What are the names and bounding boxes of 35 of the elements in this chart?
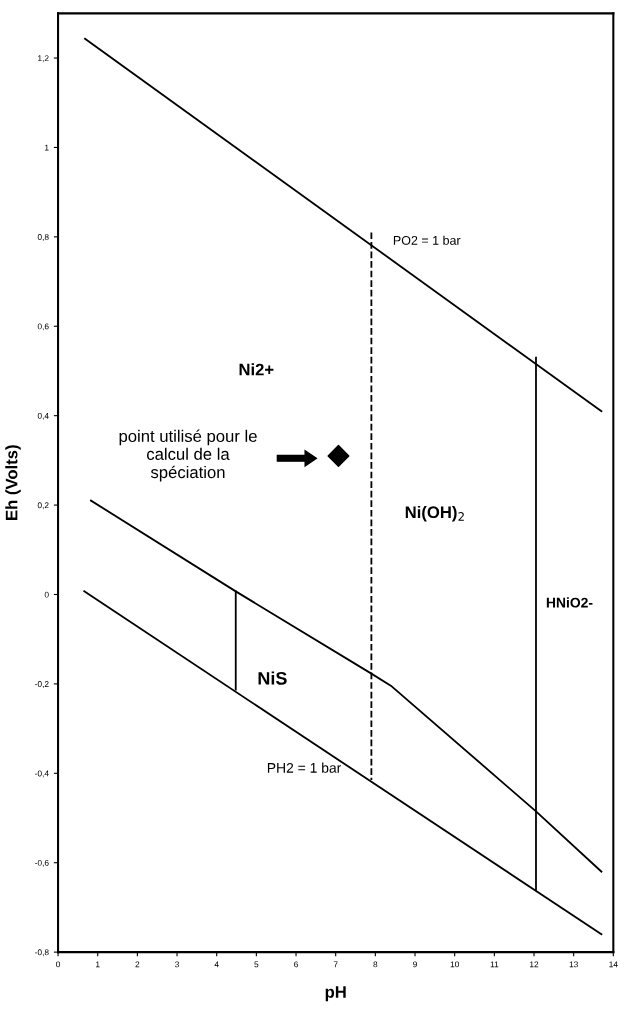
x-tick-label: 3 [175, 961, 179, 968]
x-tick-label: 9 [413, 961, 417, 968]
x-tick-label: 14 [609, 961, 618, 968]
annotation: NiS [258, 671, 287, 685]
y-tick-label: -0,6 [35, 859, 49, 867]
y-tick-label: -0,8 [35, 949, 49, 957]
y-tick-label: 1,2 [38, 55, 49, 63]
y-tick-label: 0,6 [37, 323, 49, 331]
x-tick-label: 10 [450, 961, 459, 968]
y-tick-label: 1 [45, 144, 49, 151]
y-tick-label: -0,2 [35, 681, 49, 688]
x-axis-title: pH [325, 986, 346, 1002]
x-tick-label: 7 [333, 961, 338, 968]
x-tick-label: 13 [569, 961, 578, 968]
x-tick-label: 2 [135, 961, 140, 968]
x-tick-label: 4 [214, 961, 219, 968]
annotation: HNiO2- [546, 597, 593, 608]
y-tick-label: 0,4 [37, 412, 49, 420]
x-tick-label: 1 [96, 961, 100, 968]
y-tick-label: 0,2 [37, 502, 49, 510]
annotation: PO2 = 1 bar [393, 235, 461, 245]
annotation: Ni(OH)$_{2}$ [405, 505, 464, 522]
x-tick-label: 8 [373, 961, 378, 968]
x-tick-label: 12 [530, 961, 539, 968]
annotation: point utilisé pour le calcul de la spéciation [119, 429, 257, 482]
x-tick-label: 0 [56, 961, 61, 968]
annotation: PH2 = 1 bar [267, 762, 342, 773]
y-tick-label: 0 [44, 591, 49, 598]
y-axis-title: Eh (Volts) [5, 445, 21, 520]
x-tick-label: 11 [490, 961, 499, 968]
annotation: Ni2+ [239, 363, 274, 376]
x-tick-label: 5 [254, 961, 259, 968]
x-tick-label: 6 [294, 961, 298, 968]
y-tick-label: -0,4 [35, 770, 49, 778]
y-tick-label: 0,8 [37, 234, 49, 241]
